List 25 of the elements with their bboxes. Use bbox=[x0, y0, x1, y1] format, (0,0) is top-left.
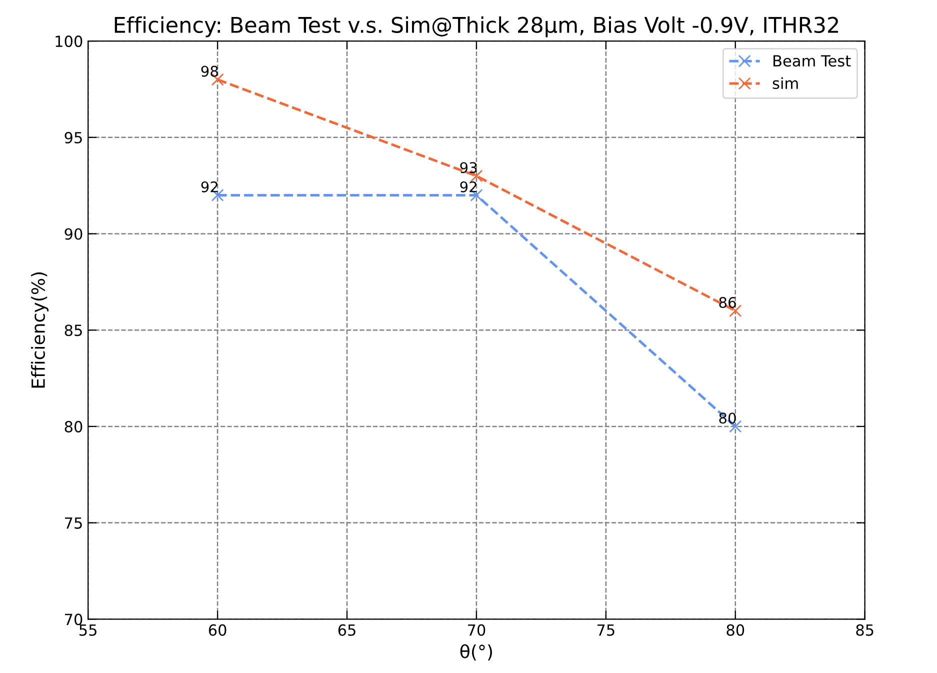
x-tick-label: 60 bbox=[208, 624, 226, 636]
chart-title: Efficiency: Beam Test v.s. Sim@Thick 28μm, Bias Volt -0.9V, ITHR32 bbox=[114, 16, 838, 38]
legend-label: sim bbox=[772, 77, 798, 90]
y-tick-label: 80 bbox=[64, 420, 82, 432]
data-label: 92 bbox=[460, 181, 476, 192]
data-label: 80 bbox=[719, 412, 736, 424]
y-tick-label: 100 bbox=[56, 36, 82, 48]
y-tick-label: 90 bbox=[64, 228, 82, 240]
x-axis-title: θ(°) bbox=[460, 644, 492, 660]
x-tick-label: 80 bbox=[726, 624, 744, 636]
data-label: 98 bbox=[201, 66, 218, 77]
x-tick-label: 75 bbox=[597, 624, 614, 636]
data-label: 93 bbox=[460, 162, 477, 174]
x-tick-label: 65 bbox=[338, 624, 356, 636]
y-tick-label: 75 bbox=[65, 517, 82, 529]
x-tick-label: 55 bbox=[80, 624, 96, 636]
data-label: 86 bbox=[719, 296, 736, 308]
x-tick-label: 70 bbox=[468, 624, 486, 636]
y-axis-title: Efficiency(%) bbox=[31, 272, 48, 388]
y-tick-label: 70 bbox=[65, 614, 82, 626]
data-label: 92 bbox=[201, 181, 218, 192]
legend-label: Beam Test bbox=[774, 55, 851, 67]
x-tick-label: 85 bbox=[856, 624, 874, 636]
y-tick-label: 95 bbox=[64, 132, 82, 144]
y-tick-label: 85 bbox=[64, 324, 82, 336]
